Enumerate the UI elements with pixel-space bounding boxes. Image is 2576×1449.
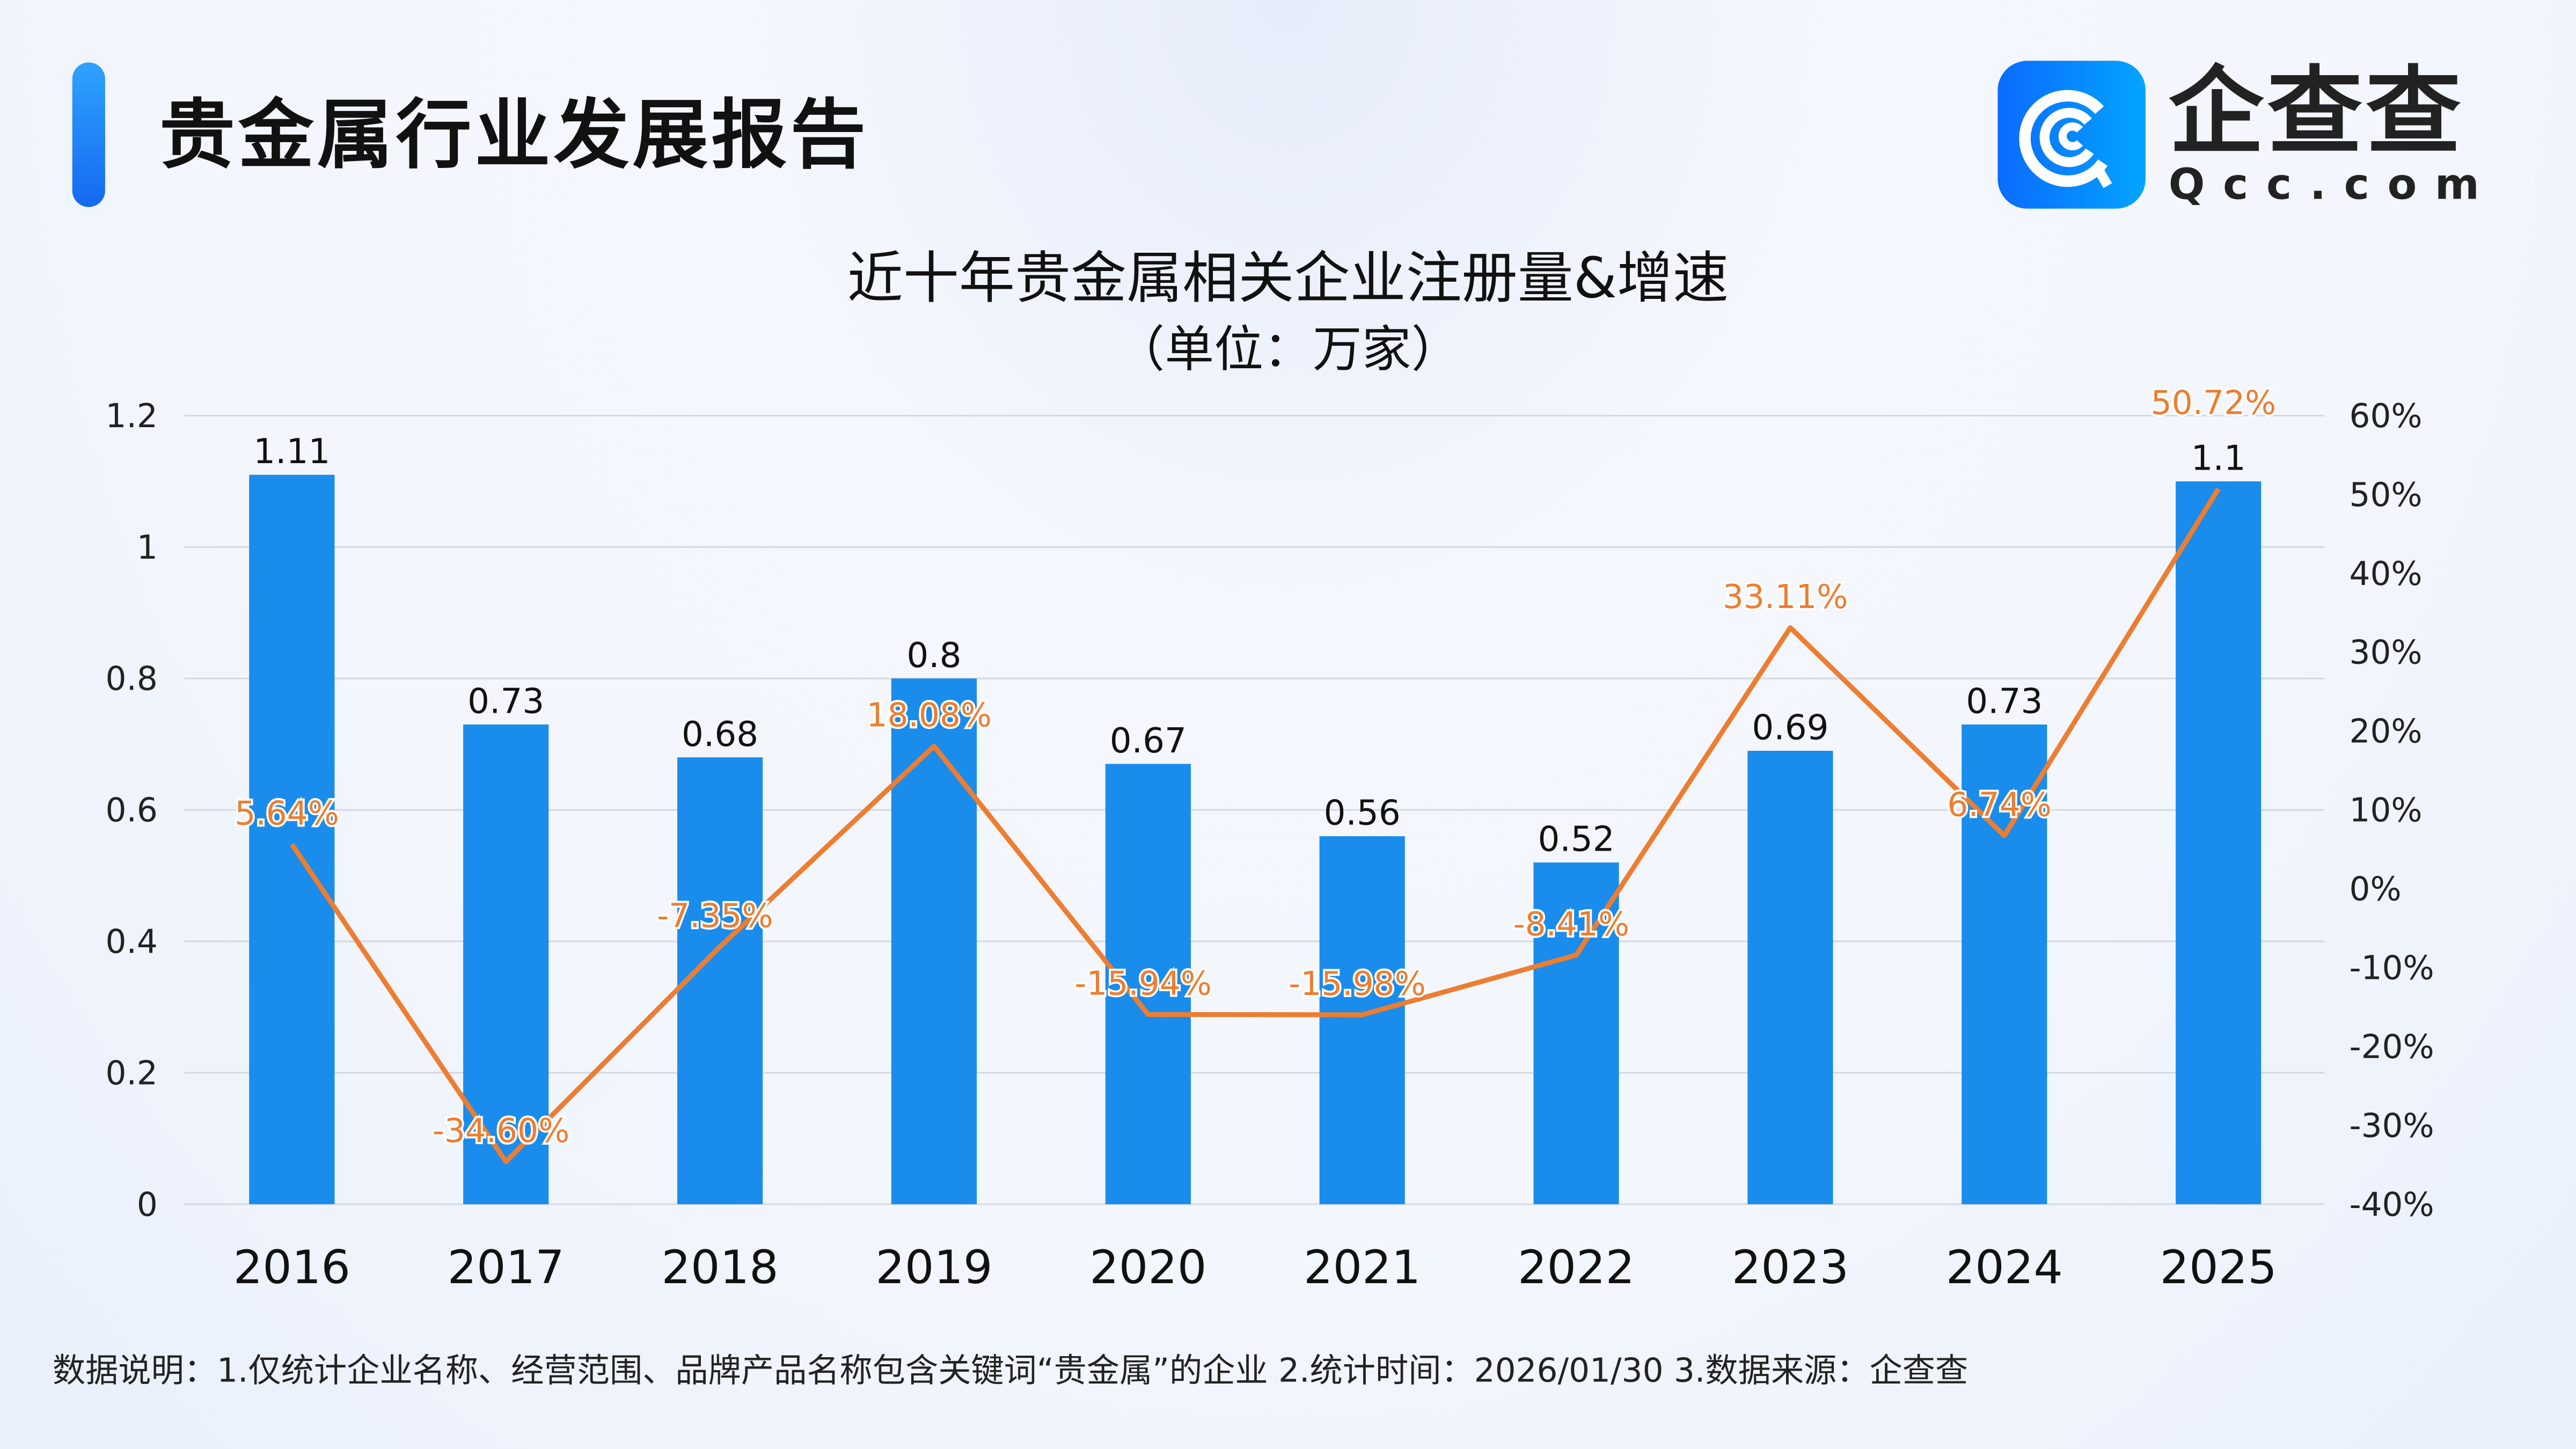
bar-data-label: 0.8: [906, 635, 961, 676]
bar: [1533, 862, 1619, 1204]
growth-line: [290, 487, 2221, 1165]
right-axis-tick-label: -30%: [2350, 1107, 2434, 1145]
x-axis-tick-label: 2021: [1304, 1241, 1421, 1294]
page-title: 贵金属行业发展报告: [159, 90, 869, 179]
bar: [677, 757, 763, 1204]
line-data-label: 50.72%: [2151, 384, 2276, 422]
bar: [1105, 764, 1191, 1204]
chart-subtitle: （单位：万家）: [1115, 321, 1461, 380]
bar-data-label: 0.68: [682, 714, 758, 755]
x-axis-tick-label: 2016: [233, 1241, 350, 1294]
bar-data-label: 0.67: [1110, 721, 1187, 761]
line-data-label: 18.08%: [867, 697, 992, 735]
left-axis-tick-label: 1.2: [106, 397, 158, 435]
title-accent-bar: [72, 62, 105, 207]
line-data-label: -34.60%: [433, 1112, 570, 1150]
qcc-logo: 企查查 Qcc.com: [1997, 61, 2497, 209]
x-axis-tick-label: 2025: [2160, 1241, 2277, 1294]
line-data-label: 33.11%: [1723, 578, 1848, 616]
left-axis-tick-label: 0.4: [106, 923, 158, 961]
logo-en-text: Qcc.com: [2168, 160, 2498, 210]
bar: [249, 474, 335, 1204]
right-axis-tick-label: 30%: [2350, 634, 2423, 672]
logo-cn-text: 企查查: [2168, 56, 2464, 168]
x-axis-tick-label: 2017: [448, 1241, 565, 1294]
bar-data-label: 0.52: [1538, 819, 1615, 860]
left-axis-tick-label: 0.6: [106, 792, 158, 830]
line-data-label: -15.98%: [1289, 965, 1426, 1003]
footer-note: 数据说明：1.仅统计企业名称、经营范围、品牌产品名称包含关键词“贵金属”的企业 …: [52, 1350, 1968, 1390]
qcc-logo-icon: [1997, 61, 2146, 209]
bar-data-label: 1.11: [253, 431, 330, 472]
line-data-label: -7.35%: [657, 897, 773, 935]
x-axis-tick-label: 2023: [1732, 1241, 1849, 1294]
right-axis-tick-label: 10%: [2350, 792, 2423, 830]
bar: [1962, 724, 2047, 1204]
line-data-label: -8.41%: [1513, 905, 1630, 943]
right-axis-tick-label: 20%: [2350, 713, 2423, 751]
bar: [463, 724, 549, 1204]
bar: [891, 678, 977, 1204]
right-axis-tick-label: 0%: [2350, 870, 2402, 909]
bar-data-label: 0.73: [467, 682, 544, 722]
left-axis-tick-label: 0: [137, 1185, 158, 1224]
left-axis-tick-label: 0.2: [106, 1054, 158, 1092]
bar-data-label: 0.69: [1752, 708, 1828, 748]
x-axis-tick-label: 2019: [875, 1241, 992, 1294]
right-axis-tick-label: -40%: [2350, 1185, 2434, 1224]
x-axis-tick-label: 2024: [1946, 1241, 2063, 1294]
x-axis-tick-label: 2022: [1518, 1241, 1635, 1294]
right-axis-tick-label: -10%: [2350, 949, 2434, 987]
bar-data-label: 0.73: [1966, 682, 2043, 722]
right-axis-tick-label: 50%: [2350, 476, 2423, 514]
line-data-label: 5.64%: [235, 795, 339, 833]
right-axis-tick-label: 60%: [2350, 397, 2423, 435]
bar: [1319, 836, 1405, 1204]
right-axis-tick-label: -20%: [2350, 1028, 2434, 1066]
line-data-label: -15.94%: [1074, 965, 1212, 1003]
x-axis-tick-label: 2018: [662, 1241, 779, 1294]
chart-title: 近十年贵金属相关企业注册量&增速: [847, 246, 1729, 312]
left-axis-tick-label: 1: [137, 529, 158, 567]
left-axis-tick-label: 0.8: [106, 660, 158, 698]
bar-data-label: 0.56: [1324, 793, 1401, 833]
bar: [2176, 481, 2262, 1204]
line-data-label: 6.74%: [1947, 786, 2051, 824]
x-axis-tick-label: 2020: [1089, 1241, 1206, 1294]
bar-data-label: 1.1: [2191, 438, 2246, 479]
bar: [1747, 750, 1833, 1204]
right-axis-tick-label: 40%: [2350, 555, 2423, 593]
